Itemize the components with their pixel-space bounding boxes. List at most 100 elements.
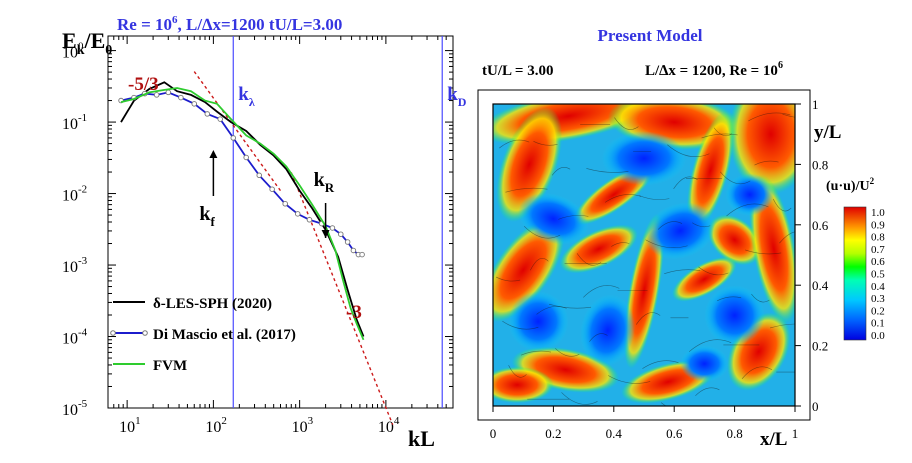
series-point (282, 201, 288, 207)
field-y-tick-label: 0.4 (812, 278, 829, 293)
arrow-head (321, 230, 330, 238)
colorbar-tick-label: 0.7 (871, 244, 885, 256)
streak-line (533, 141, 558, 146)
streak-line (741, 366, 773, 380)
arrow-label: kR (314, 169, 335, 195)
high-energy-region (707, 214, 762, 266)
streak-line (586, 168, 629, 173)
field-x-tick-label: 0.4 (606, 426, 623, 441)
velocity-field-plot: Present Model tU/L = 3.00 L/∆x = 1200, R… (477, 26, 885, 450)
streak-line (614, 117, 639, 130)
field-subtitle-params: L/∆x = 1200, Re = 106 (645, 60, 783, 79)
streak-line (611, 242, 630, 247)
streak-line (493, 104, 494, 105)
y-tick-label: 10-2 (62, 184, 87, 205)
field-title: Present Model (598, 26, 703, 45)
colorbar-tick-label: 1.0 (871, 207, 885, 219)
streak-line (604, 194, 642, 203)
low-energy-region (725, 173, 774, 216)
colorbar-tick-label: 0.5 (871, 269, 885, 281)
y-tick-label: 10-4 (62, 327, 88, 348)
low-energy-region (518, 192, 589, 245)
field-y-tick-label: 0.2 (812, 339, 828, 354)
spectrum-x-label: kL (408, 426, 435, 451)
streak-line (635, 312, 661, 325)
low-energy-region (508, 291, 569, 352)
streak-line (660, 402, 667, 406)
streak-line (770, 323, 795, 329)
legend-marker (142, 330, 148, 336)
streak-line (608, 375, 651, 384)
streak-line (692, 222, 711, 228)
field-x-tick-label: 0.2 (545, 426, 561, 441)
series-point (344, 239, 351, 245)
streak-line (772, 198, 792, 212)
high-energy-region (728, 104, 795, 195)
streak-line (782, 113, 795, 118)
field-x-tick-label: 0.8 (726, 426, 742, 441)
energy-spectrum-chart: 101 102 103 104 100 10-1 10-2 10-3 10-4 10-5 kλ kD… (62, 14, 467, 451)
streak-line (502, 320, 539, 330)
y-tick-label: 100 (62, 41, 84, 62)
streak-line (583, 285, 620, 298)
spectrum-legend: δ-LES-SPH (2020) Di Mascio et al. (2017) F… (110, 296, 296, 374)
spectrum-y-label: Ek/E0 (62, 28, 112, 58)
slope-reference-line (193, 71, 282, 192)
series-point (204, 111, 211, 117)
low-energy-region (601, 131, 687, 186)
field-y-tick-label: 0.8 (812, 157, 828, 172)
streak-line (754, 160, 779, 166)
legend-label: Di Mascio et al. (2017) (153, 327, 296, 343)
streak-line (673, 176, 698, 189)
y-tick-label: 10-1 (62, 112, 87, 133)
series-point (165, 89, 172, 96)
field-heatmap (493, 104, 795, 406)
streak-line (695, 387, 720, 397)
streak-line (713, 127, 733, 137)
wavenumber-marker-label: kD (447, 84, 467, 109)
slope-reference-label: -3 (346, 302, 362, 323)
colorbar-tick-label: 0.6 (871, 256, 885, 268)
colorbar-tick-label: 0.9 (871, 219, 885, 231)
y-tick-label: 10-5 (62, 398, 88, 419)
field-y-tick-label: 1 (812, 97, 819, 112)
colorbar (843, 206, 867, 341)
colorbar-tick-label: 0.0 (871, 330, 885, 342)
streak-line (508, 365, 527, 378)
x-tick-label: 101 (119, 415, 141, 436)
slope-reference-label: -5/3 (128, 74, 159, 95)
series-point (329, 225, 336, 231)
field-x-tick-label: 0.6 (666, 426, 683, 441)
spectrum-labels: kλ kD -5/3 -3 kf kR (128, 74, 467, 323)
series-point (306, 217, 313, 223)
series-point (294, 211, 301, 217)
series-point (230, 135, 237, 141)
series-point (338, 231, 344, 237)
high-energy-region (493, 218, 565, 322)
streak-line (748, 112, 791, 122)
streak-line (530, 258, 549, 271)
high-energy-region (672, 256, 737, 302)
streak-line (667, 144, 710, 157)
streak-line (551, 166, 571, 176)
streak-line (720, 171, 751, 185)
slope-reference-line (290, 172, 394, 425)
colorbar-tick-label: 0.3 (871, 293, 885, 305)
streak-line (561, 392, 598, 405)
streak-line (520, 350, 552, 356)
series-point (256, 172, 262, 179)
streak-line (745, 249, 782, 255)
series-point (217, 116, 223, 122)
x-tick-label: 104 (378, 415, 400, 436)
legend-marker (110, 330, 116, 336)
field-ticks: 0 0.2 0.4 0.6 0.8 100.20.40.60.81 (490, 97, 829, 441)
colorbar-tick-label: 0.8 (871, 232, 885, 244)
series-point (178, 94, 184, 101)
streak-line (576, 253, 602, 266)
low-energy-region (704, 285, 765, 346)
streak-line (657, 221, 683, 230)
field-x-tick-label: 0 (490, 426, 497, 441)
streak-line (639, 195, 670, 200)
x-tick-label: 103 (292, 415, 314, 436)
